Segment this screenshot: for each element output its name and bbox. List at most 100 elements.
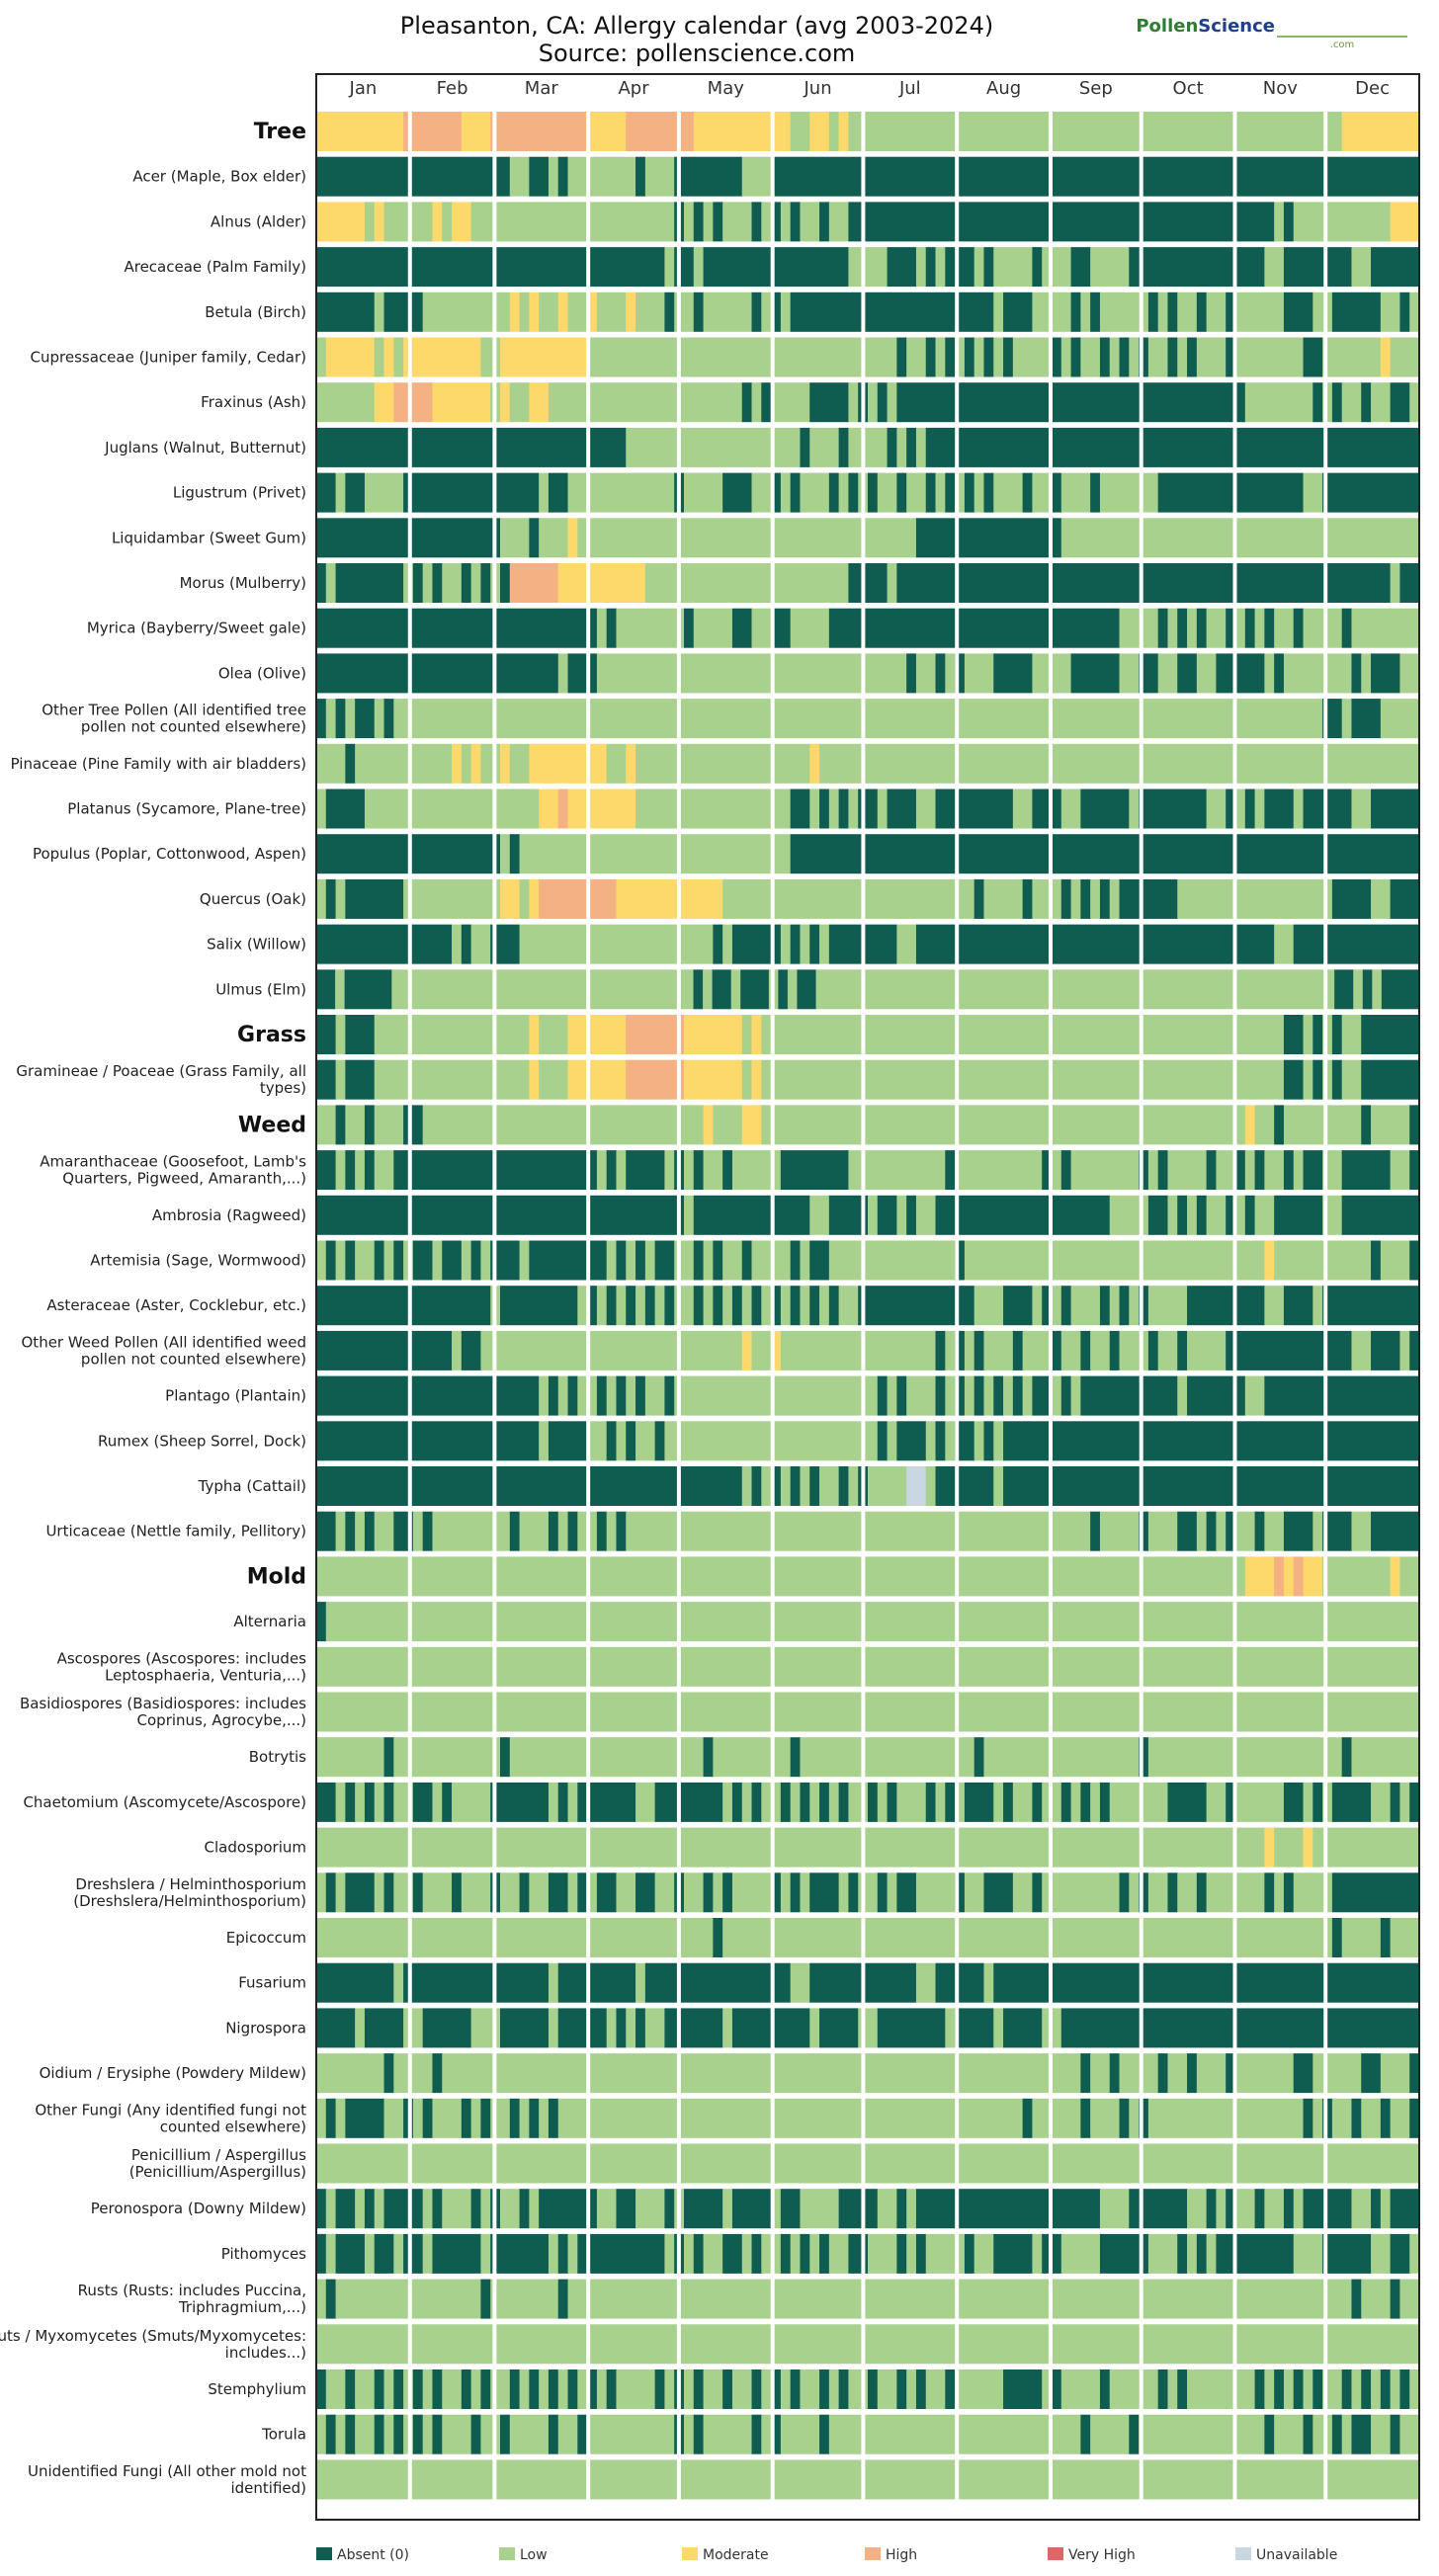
cell-level-0 (838, 1782, 849, 1822)
cell-level-1 (790, 608, 830, 648)
cell-level-0 (790, 202, 801, 242)
cell-level-1 (809, 789, 820, 829)
cell-level-0 (509, 2098, 520, 2138)
cell-level-0 (470, 2414, 481, 2454)
cell-level-0 (983, 1421, 994, 1461)
cell-level-0 (412, 1872, 424, 1913)
row-label-weed: Weed (238, 1113, 306, 1137)
cell-level-0 (1371, 789, 1420, 829)
cell-level-0 (345, 1240, 356, 1281)
cell-level-1 (780, 2414, 820, 2454)
cell-level-0 (1032, 1782, 1043, 1822)
cell-level-1 (355, 1240, 376, 1281)
cell-level-1 (877, 2189, 897, 2229)
cell-level-0 (1226, 1511, 1236, 1551)
cell-level-5 (906, 1466, 927, 1506)
cell-level-0 (383, 2053, 394, 2094)
cell-level-0 (412, 563, 424, 603)
cell-level-1 (1322, 337, 1382, 377)
cell-level-0 (344, 969, 392, 1010)
cell-level-0 (1226, 789, 1236, 829)
cell-level-0 (1060, 2008, 1420, 2048)
cell-level-0 (1264, 2414, 1275, 2454)
cell-level-0 (635, 1872, 656, 1913)
row-platanus-sycamore-plane-tree (316, 789, 1420, 829)
cell-level-0 (703, 247, 849, 288)
cell-level-0 (345, 2369, 356, 2409)
cell-level-1 (316, 789, 327, 829)
cell-level-1 (635, 2189, 665, 2229)
cell-level-0 (1090, 291, 1101, 332)
cell-level-1 (1206, 789, 1227, 829)
cell-level-0 (490, 2233, 550, 2274)
cell-level-0 (925, 472, 936, 513)
cell-level-1 (828, 789, 840, 829)
cell-level-1 (529, 1872, 550, 1913)
cell-level-1 (335, 1059, 346, 1100)
cell-level-0 (838, 427, 849, 467)
cell-level-0 (1283, 1872, 1295, 1913)
cell-level-1 (1235, 2053, 1295, 2094)
row-smuts-myxomycetes-smuts-myxomycetes-includes (316, 2324, 1420, 2365)
cell-level-0 (1129, 247, 1265, 288)
cell-level-1 (964, 1240, 1265, 1281)
cell-level-1 (452, 1330, 463, 1371)
cell-level-1 (838, 1872, 849, 1913)
cell-level-1 (945, 1421, 956, 1461)
legend-label: Very High (1068, 2547, 1136, 2563)
cell-level-1 (470, 924, 491, 964)
cell-level-0 (693, 1150, 704, 1191)
cell-level-0 (1409, 2098, 1420, 2138)
row-dreshslera-helminthosporium-dreshslera-helminthosporium (316, 1872, 1420, 1913)
cell-level-0 (412, 2369, 424, 2409)
cell-level-0 (771, 2369, 782, 2409)
cell-level-1 (567, 1872, 578, 1913)
cell-level-1 (703, 2414, 752, 2454)
cell-level-0 (1293, 2369, 1304, 2409)
cell-level-0 (819, 2369, 830, 2409)
cell-level-0 (1351, 2279, 1362, 2319)
row-label-stemphylium: Stemphylium (208, 2380, 306, 2398)
cell-level-0 (1390, 878, 1420, 919)
cell-level-0 (452, 1872, 463, 1913)
cell-level-1 (1177, 1375, 1188, 1416)
cell-level-1 (925, 2233, 966, 2274)
cell-level-1 (364, 2233, 376, 2274)
cell-level-1 (432, 1511, 511, 1551)
cell-level-0 (896, 2369, 907, 2409)
cell-level-1 (664, 1150, 675, 1191)
cell-level-0 (1147, 291, 1159, 332)
cell-level-0 (1244, 608, 1255, 648)
cell-level-0 (1409, 1782, 1420, 1822)
cell-level-0 (616, 1511, 627, 1551)
cell-level-2 (432, 382, 491, 423)
cell-level-0 (1226, 1330, 1352, 1371)
cell-level-1 (644, 1240, 656, 1281)
cell-level-1 (539, 291, 559, 332)
cell-level-0 (1293, 608, 1304, 648)
cell-level-1 (500, 1872, 520, 1913)
cell-level-1 (393, 2233, 404, 2274)
cell-level-0 (1196, 2233, 1208, 2274)
cell-level-1 (1022, 1330, 1053, 1371)
cell-level-0 (771, 472, 782, 513)
row-label-pinaceae-pine-family-with-air-bladders: Pinaceae (Pine Family with air bladders) (11, 755, 306, 773)
row-other-fungi-any-identified-fungi-not-counted-elsewhere (316, 2098, 1420, 2138)
cell-level-2 (567, 1015, 627, 1054)
cell-level-0 (1283, 2189, 1295, 2229)
cell-level-1 (780, 472, 792, 513)
cell-level-0 (1080, 2098, 1091, 2138)
cell-level-0 (403, 1105, 424, 1145)
cell-level-1 (800, 2369, 820, 2409)
cell-level-1 (587, 337, 897, 377)
cell-level-1 (771, 382, 810, 423)
row-label-dreshslera-helminthosporium-dreshslera-helminthosporium: Dreshslera / Helminthosporium (Dreshslera… (73, 1875, 306, 1910)
row-weed (316, 1105, 1420, 1145)
cell-level-1 (955, 337, 966, 377)
cell-level-0 (993, 1375, 1004, 1416)
cell-level-1 (790, 1782, 801, 1822)
row-label-peronospora-downy-mildew: Peronospora (Downy Mildew) (91, 2200, 306, 2217)
cell-level-1 (374, 2189, 384, 2229)
cell-level-0 (896, 1872, 917, 1913)
cell-level-0 (480, 563, 491, 603)
